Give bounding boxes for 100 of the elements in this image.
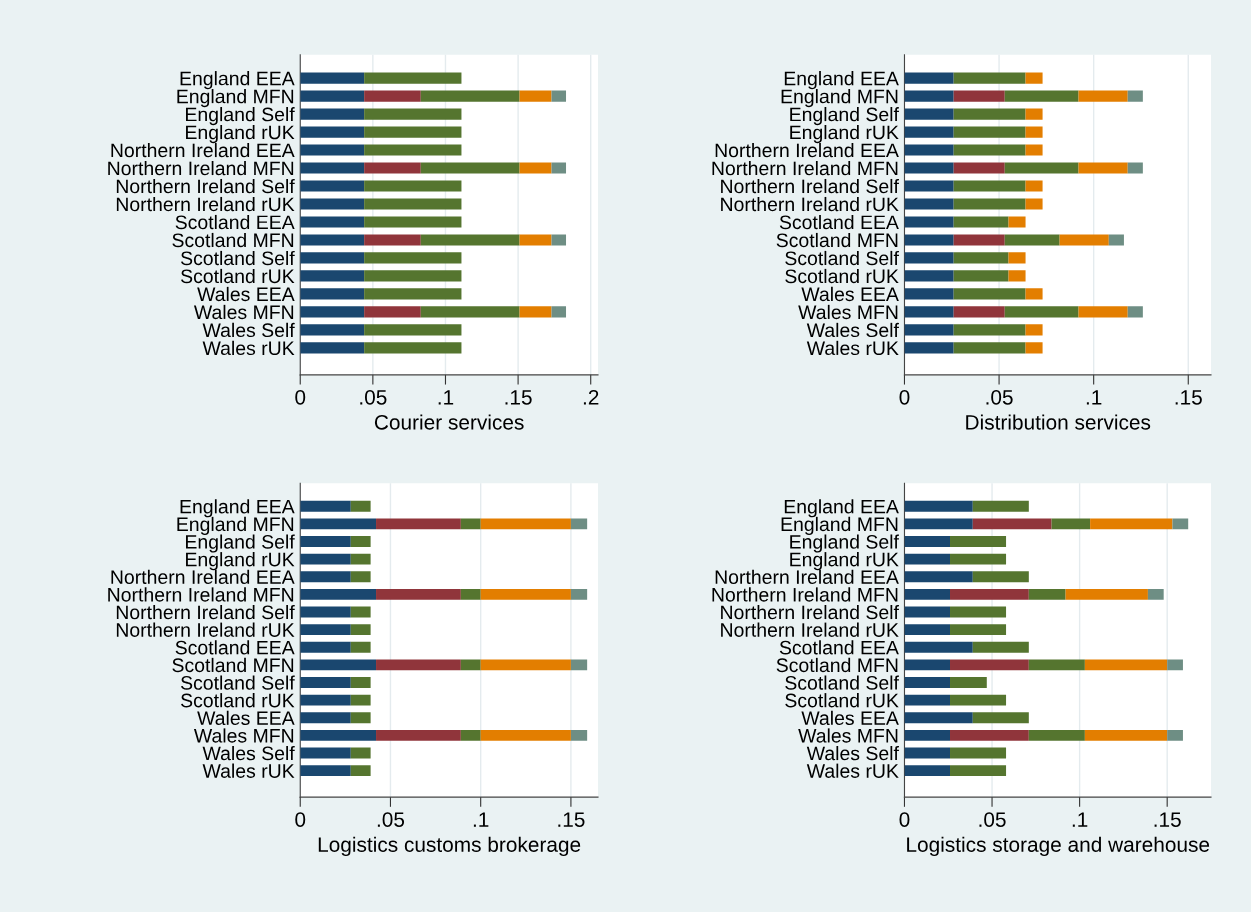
y-tick-label: Scotland EEA	[779, 214, 899, 230]
x-tick-label: .05	[986, 389, 1013, 405]
y-tick-label: England rUK	[790, 125, 899, 144]
y-tick-label: Scotland EEA	[175, 214, 295, 230]
bar	[420, 90, 520, 102]
bar	[904, 324, 954, 336]
bar	[300, 180, 365, 192]
bar	[460, 518, 481, 530]
x-tick-label: .15	[1175, 390, 1202, 405]
y-tick-label: England EEA	[180, 499, 295, 518]
bar	[480, 518, 571, 530]
bar	[1004, 306, 1079, 318]
bar	[950, 588, 1029, 600]
y-tick-label: Scotland rUK	[181, 268, 295, 284]
bar	[904, 180, 954, 192]
bar	[972, 500, 1029, 512]
bar	[480, 729, 571, 741]
bar	[1004, 162, 1079, 174]
bar	[904, 641, 973, 653]
bar	[953, 342, 1026, 354]
y-tick-label: Northern Ireland rUK	[721, 196, 899, 212]
bar	[1127, 162, 1143, 174]
x-tick-label: .1	[438, 390, 454, 405]
bar	[364, 270, 462, 282]
bar	[350, 765, 371, 777]
bar	[300, 500, 351, 512]
bar	[953, 180, 1026, 192]
bar	[904, 606, 951, 618]
bar	[904, 765, 951, 777]
bar	[350, 624, 371, 636]
y-tick-label: England rUK	[186, 552, 295, 571]
bar	[1025, 198, 1043, 210]
y-tick-label: England Self	[790, 107, 899, 126]
bar	[300, 747, 351, 759]
y-tick-label: Northern Ireland MFN	[108, 587, 294, 602]
x-tick-label: .15	[505, 390, 532, 405]
x-tick-label: .05	[360, 389, 387, 405]
y-tick-label: Scotland MFN	[172, 232, 294, 248]
y-tick-label: England EEA	[784, 71, 899, 90]
bar	[972, 571, 1029, 583]
bar	[904, 500, 973, 512]
bar	[953, 288, 1026, 300]
bar	[953, 324, 1026, 336]
bar	[300, 324, 365, 336]
y-tick-label: England MFN	[781, 89, 898, 108]
bar	[300, 677, 351, 688]
y-tick-label: Northern Ireland MFN	[712, 587, 898, 602]
y-tick-label: Northern Ireland rUK	[116, 196, 295, 212]
bar	[364, 126, 462, 138]
y-tick-label: England Self	[186, 107, 295, 126]
bar	[350, 747, 371, 759]
bar	[364, 108, 462, 120]
bar	[1028, 729, 1085, 741]
bar	[904, 712, 973, 724]
bar	[1084, 729, 1168, 741]
bar	[904, 677, 951, 688]
bar	[300, 90, 365, 102]
bar	[364, 180, 462, 192]
bar	[551, 90, 567, 102]
bar	[904, 553, 951, 565]
bar	[350, 536, 371, 547]
bar	[1108, 234, 1124, 246]
bar	[1078, 90, 1128, 102]
y-tick-label: Northern Ireland EEA	[715, 569, 899, 585]
bar	[1028, 588, 1066, 600]
bar	[1090, 518, 1173, 530]
bar	[950, 677, 987, 688]
bar	[300, 108, 365, 120]
y-tick-label: England rUK	[790, 552, 899, 571]
y-tick-label: Wales MFN	[798, 728, 898, 743]
bar	[953, 306, 1005, 318]
y-tick-label: Scotland Self	[181, 250, 295, 266]
bar	[953, 126, 1026, 138]
x-tick-label: 0	[899, 389, 910, 405]
bar	[950, 536, 1007, 547]
bar	[300, 606, 351, 618]
bar	[350, 712, 371, 724]
bar	[300, 712, 351, 724]
bar	[350, 553, 371, 565]
bar	[364, 144, 462, 156]
bar	[904, 624, 951, 636]
bar	[300, 126, 365, 138]
bar	[300, 216, 365, 228]
bar	[350, 641, 371, 653]
bar	[1025, 342, 1043, 354]
y-tick-label: Wales EEA	[801, 710, 899, 726]
y-tick-label: Wales Self	[202, 745, 295, 761]
bar	[300, 765, 351, 777]
bar	[460, 588, 481, 600]
x-tick-label: .1	[473, 812, 489, 827]
bar	[364, 90, 421, 102]
bar	[519, 90, 552, 102]
bar	[300, 234, 365, 246]
bar	[953, 108, 1026, 120]
bar	[376, 588, 461, 600]
bar	[904, 588, 951, 600]
y-tick-label: Wales rUK	[202, 763, 295, 778]
y-tick-label: England MFN	[177, 516, 294, 535]
y-tick-label: Northern Ireland EEA	[111, 569, 295, 585]
bar	[950, 553, 1007, 565]
